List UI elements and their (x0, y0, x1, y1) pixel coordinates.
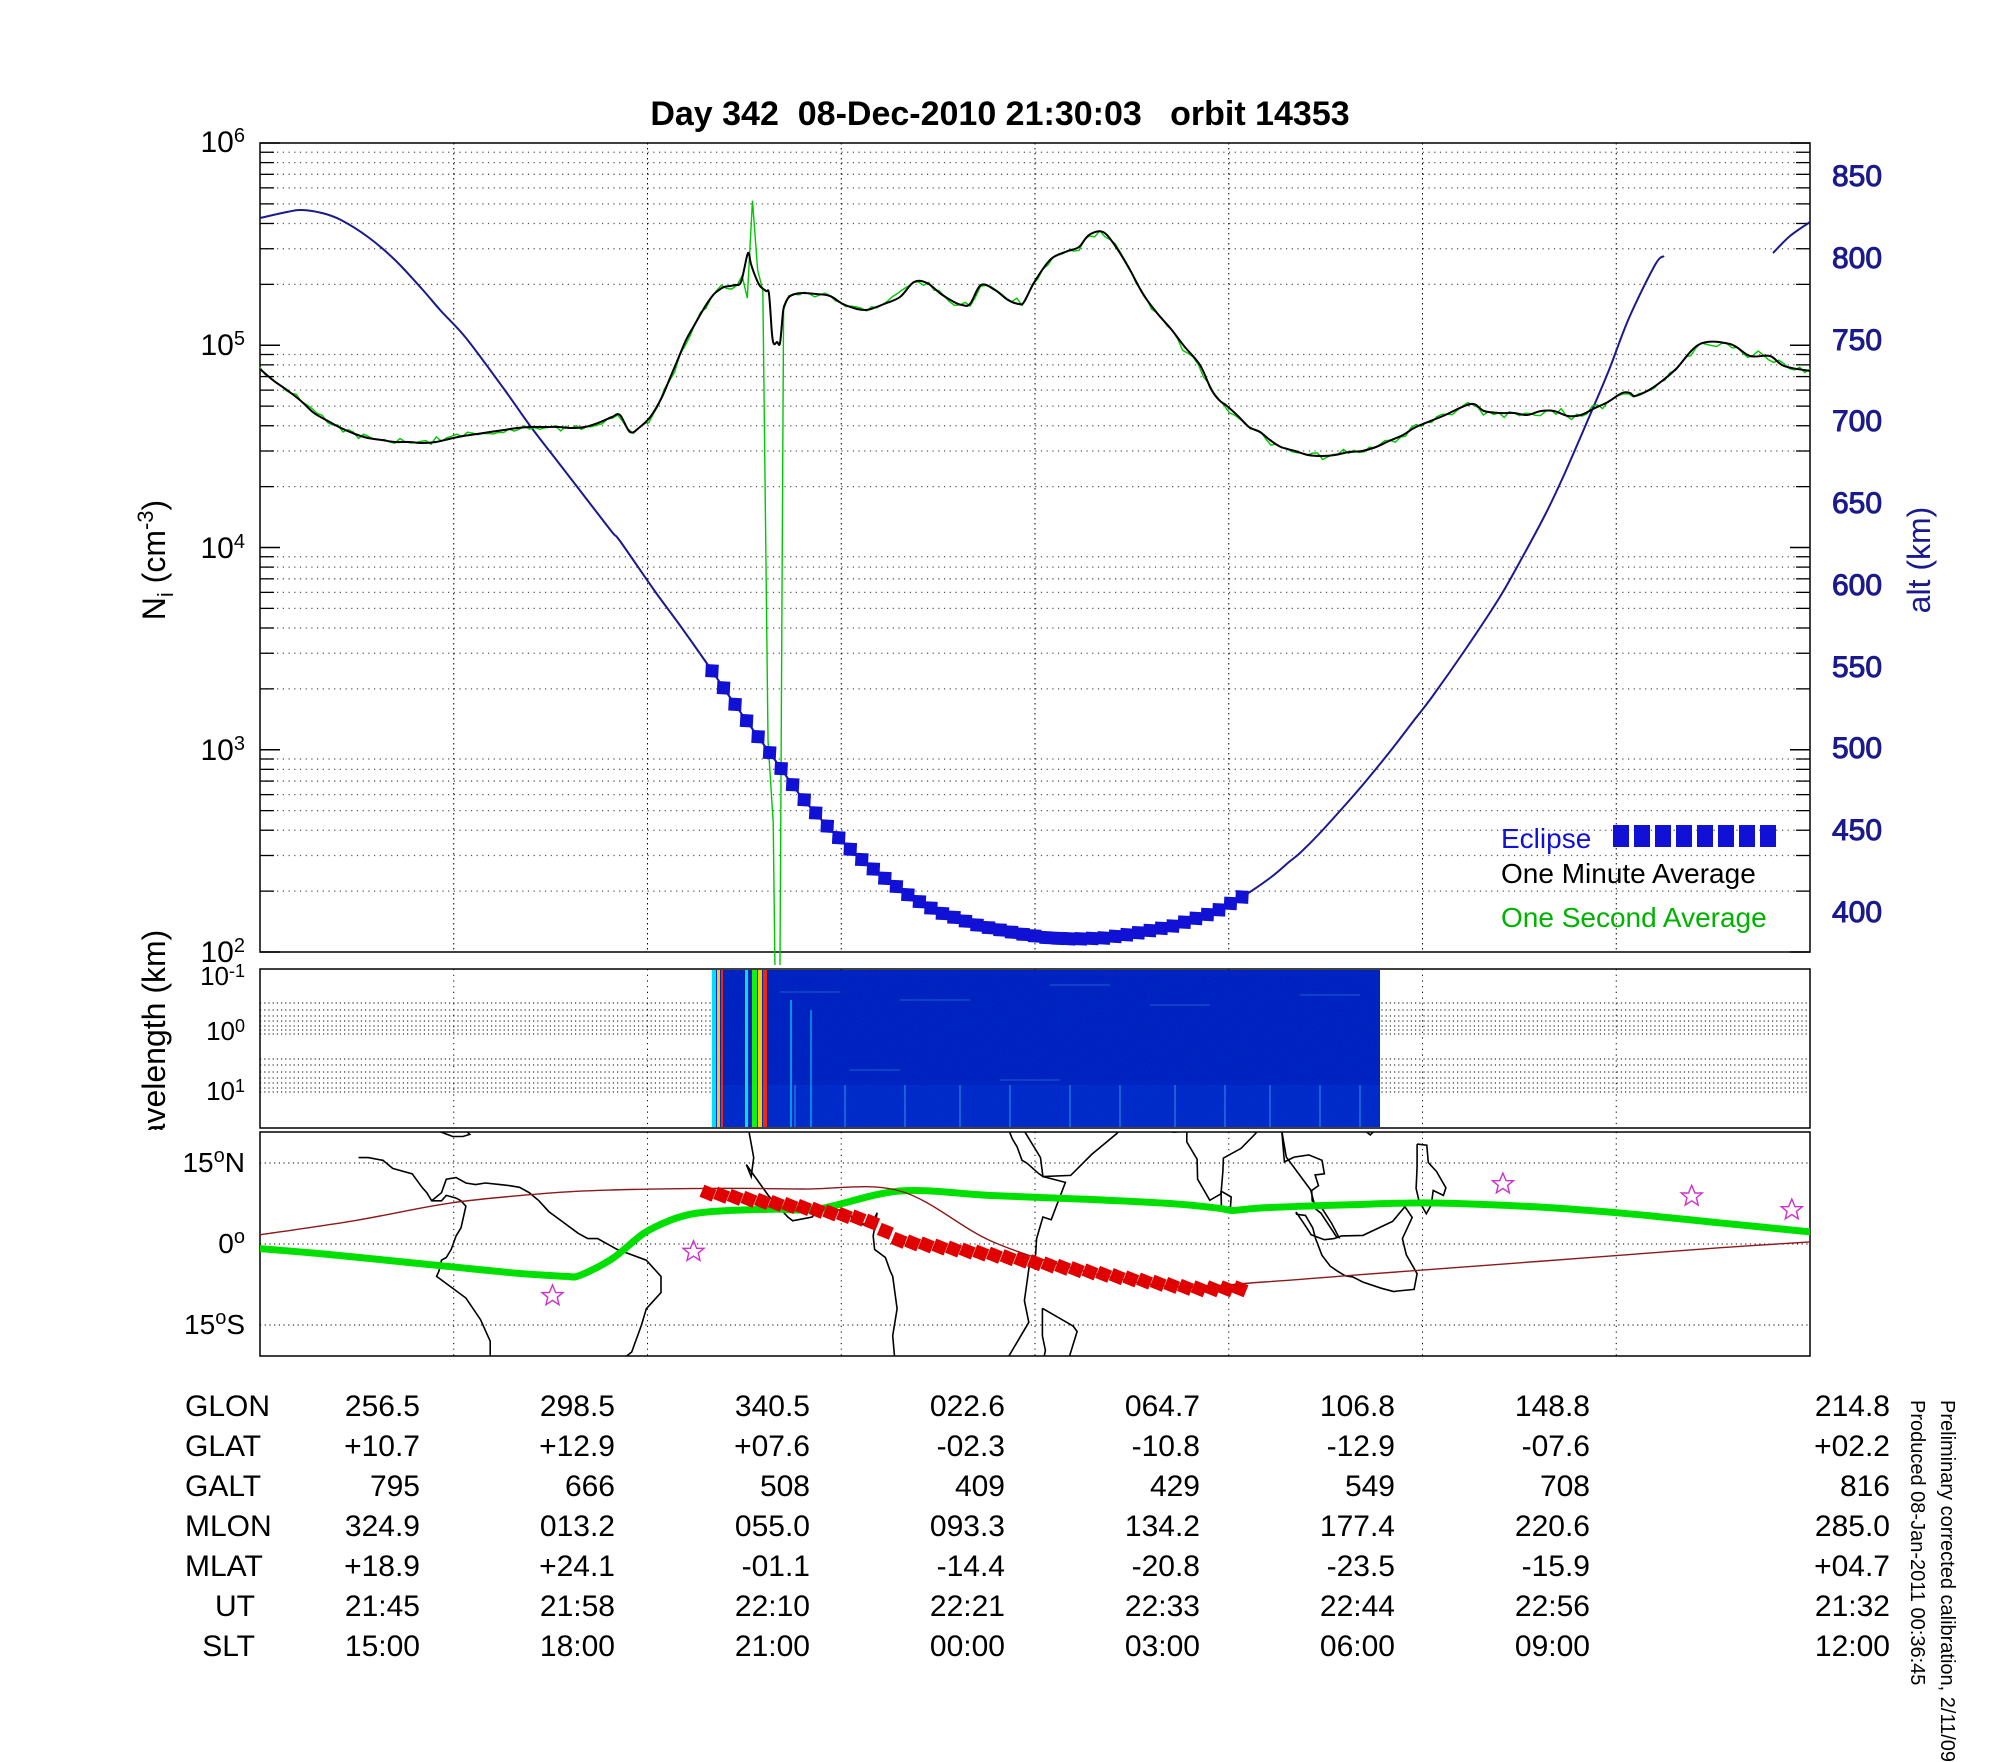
svg-text:15oS: 15oS (184, 1307, 245, 1340)
svg-text:15oN: 15oN (182, 1145, 245, 1178)
svg-text:0o: 0o (218, 1226, 245, 1259)
